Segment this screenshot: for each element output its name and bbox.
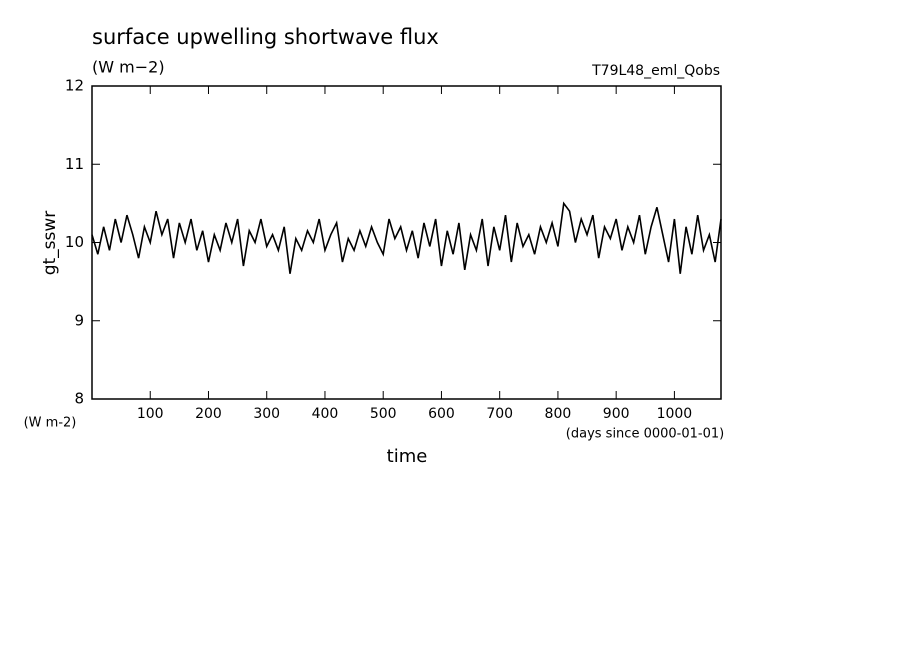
x-tick-label: 200 (195, 406, 222, 422)
x-tick-label: 500 (370, 406, 397, 422)
x-tick-label: 900 (603, 406, 630, 422)
x-tick-label: 600 (428, 406, 455, 422)
chart-title: surface upwelling shortwave flux (92, 25, 439, 49)
annotation: T79L48_eml_Qobs (591, 63, 720, 79)
x-tick-label: 100 (137, 406, 164, 422)
y-axis-unit: (W m-2) (24, 416, 77, 431)
x-tick-label: 300 (253, 406, 280, 422)
y-axis-label: gt_sswr (40, 211, 60, 276)
y-tick-label: 9 (74, 311, 84, 329)
x-axis-label: time (387, 446, 428, 467)
x-tick-label: 800 (545, 406, 572, 422)
x-tick-label: 1000 (657, 406, 693, 422)
data-line (91, 201, 722, 274)
x-axis-unit: (days since 0000-01-01) (566, 427, 724, 442)
x-tick-label: 700 (486, 406, 513, 422)
chart-subtitle: (W m−2) (92, 58, 165, 77)
y-tick-label: 12 (65, 77, 84, 95)
y-tick-label: 8 (74, 390, 84, 408)
y-tick-label: 10 (65, 233, 84, 251)
plot-frame (91, 85, 722, 400)
x-tick-label: 400 (312, 406, 339, 422)
y-tick-label: 11 (65, 155, 84, 173)
